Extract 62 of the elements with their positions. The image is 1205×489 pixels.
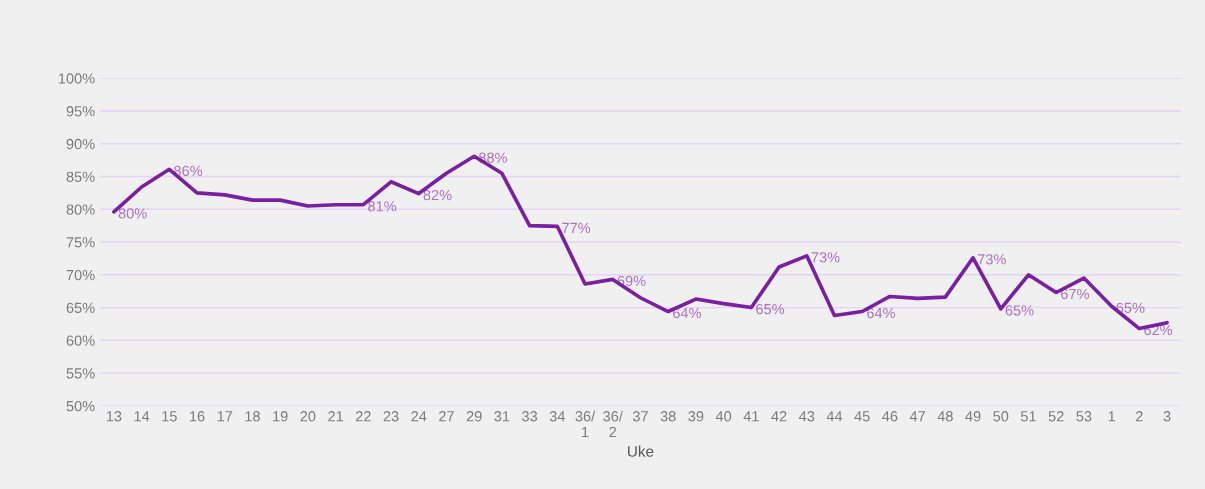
x-tick-label: 44 xyxy=(826,411,843,422)
data-label: 73% xyxy=(977,254,1006,265)
x-tick-label: 2 xyxy=(1136,411,1143,422)
y-tick-label: 80% xyxy=(66,204,95,215)
data-label: 64% xyxy=(673,307,702,319)
x-tick-label: 38 xyxy=(660,411,676,422)
data-label: 82% xyxy=(423,189,452,201)
x-tick-label: 21 xyxy=(328,411,343,422)
data-label: 67% xyxy=(1061,288,1090,300)
x-tick-label: 15 xyxy=(162,411,177,422)
y-tick-label: 60% xyxy=(66,335,95,346)
x-tick-label: 49 xyxy=(965,411,981,422)
x-tick-label: 50 xyxy=(993,411,1009,422)
y-tick-label: 65% xyxy=(66,302,95,314)
x-tick-label: 46 xyxy=(882,411,898,422)
x-tick-label: 47 xyxy=(909,411,925,422)
x-tick-label: 41 xyxy=(743,411,759,422)
x-tick-label: 51 xyxy=(1020,411,1036,422)
x-tick-label: 22 xyxy=(355,411,371,422)
x-tick-label: 31 xyxy=(494,411,510,422)
x-tick-label: 33 xyxy=(522,411,538,422)
y-tick-label: 90% xyxy=(66,138,95,150)
x-tick-label: 14 xyxy=(134,411,150,422)
data-label: 77% xyxy=(562,222,591,233)
x-tick-label: 52 xyxy=(1048,411,1064,422)
x-tick-label: 23 xyxy=(383,411,399,422)
x-tick-label: 17 xyxy=(217,411,233,422)
x-tick-label: 29 xyxy=(466,411,482,422)
x-tick-label: 19 xyxy=(273,411,288,422)
x-tick-label: 34 xyxy=(549,411,565,422)
x-tick-label: 45 xyxy=(854,411,870,422)
x-tick-label: 20 xyxy=(300,411,316,422)
x-tick-label: 16 xyxy=(190,411,205,422)
x-tick-label: 53 xyxy=(1076,411,1092,422)
x-tick-label: 43 xyxy=(798,411,815,422)
data-label: 64% xyxy=(867,307,896,319)
x-tick-label: 13 xyxy=(106,411,122,422)
x-tick-label: 18 xyxy=(245,411,260,422)
x-tick-label: 40 xyxy=(715,411,732,422)
data-label: 65% xyxy=(756,303,785,315)
x-tick-label: 24 xyxy=(411,411,427,422)
data-label: 65% xyxy=(1005,305,1034,316)
x-tick-label: 48 xyxy=(937,411,953,422)
x-tick-label: 3 xyxy=(1163,411,1171,422)
y-tick-label: 70% xyxy=(66,269,95,281)
x-tick-label: 39 xyxy=(688,411,704,422)
data-label: 81% xyxy=(368,201,397,212)
y-tick-label: 50% xyxy=(66,400,95,412)
x-tick-label: 37 xyxy=(632,411,648,422)
data-label: 73% xyxy=(811,252,840,263)
y-tick-label: 75% xyxy=(66,237,95,248)
y-tick-label: 85% xyxy=(66,171,95,182)
x-tick-label: 36/ 2 xyxy=(603,410,623,438)
y-tick-label: 100% xyxy=(58,73,95,84)
y-tick-label: 95% xyxy=(66,106,95,117)
x-tick-label: 42 xyxy=(771,411,787,422)
data-label: 80% xyxy=(118,208,147,219)
x-tick-label: 36/ 1 xyxy=(575,410,596,438)
x-tick-label: 1 xyxy=(1108,411,1115,422)
x-axis-title: Uke xyxy=(628,445,654,457)
y-tick-label: 55% xyxy=(66,368,95,379)
x-tick-label: 27 xyxy=(439,411,454,422)
